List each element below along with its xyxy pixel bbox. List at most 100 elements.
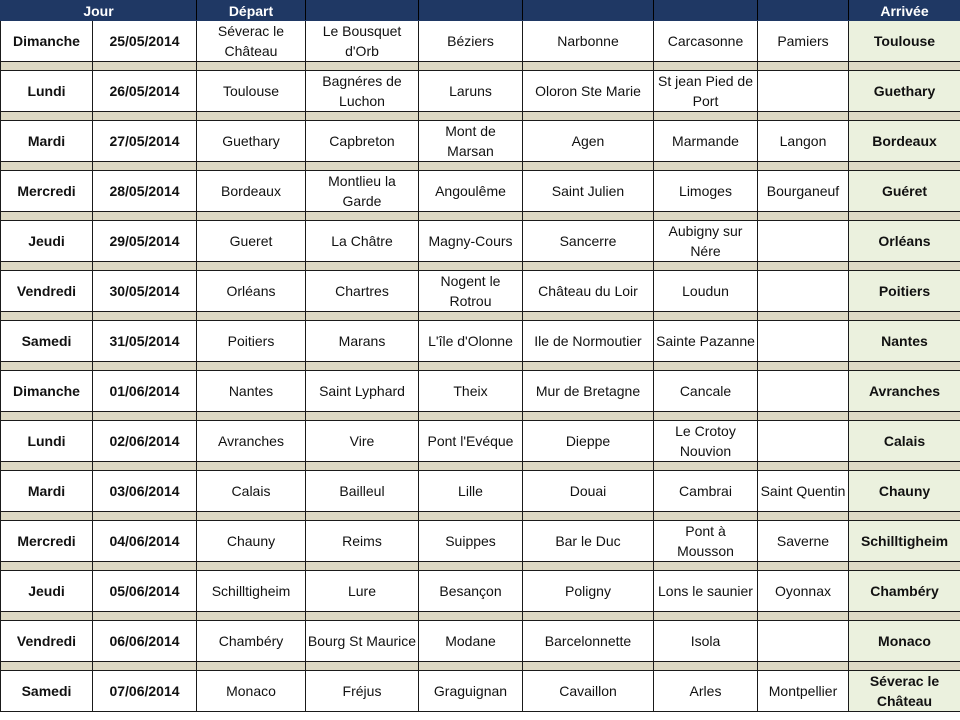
header-blank: [522, 0, 654, 21]
spacer-cell: [0, 411, 93, 421]
spacer-cell: [757, 561, 849, 571]
stop-cell: Bourg St Maurice: [305, 620, 419, 662]
departure-cell: Guethary: [196, 120, 306, 162]
spacer-cell: [418, 111, 523, 121]
spacer-cell: [522, 361, 654, 371]
spacer-row: [0, 461, 960, 471]
stop-cell: [757, 420, 849, 462]
spacer-cell: [653, 461, 758, 471]
stop-cell: [757, 270, 849, 312]
stop-cell: [757, 320, 849, 362]
stop-cell: Theix: [418, 370, 523, 412]
date-cell: 26/05/2014: [92, 70, 197, 112]
departure-cell: Toulouse: [196, 70, 306, 112]
spacer-row: [0, 511, 960, 521]
day-cell: Mercredi: [0, 170, 93, 212]
spacer-cell: [522, 161, 654, 171]
spacer-cell: [757, 211, 849, 221]
spacer-cell: [848, 661, 960, 671]
stop-cell: Montpellier: [757, 670, 849, 712]
spacer-cell: [522, 111, 654, 121]
stop-cell: Montlieu la Garde: [305, 170, 419, 212]
stop-cell: Chartres: [305, 270, 419, 312]
departure-cell: Gueret: [196, 220, 306, 262]
spacer-row: [0, 211, 960, 221]
spacer-cell: [522, 661, 654, 671]
spacer-cell: [196, 411, 306, 421]
stop-cell: Douai: [522, 470, 654, 512]
stop-cell: Carcasonne: [653, 20, 758, 62]
spacer-cell: [418, 511, 523, 521]
spacer-cell: [653, 61, 758, 71]
day-cell: Samedi: [0, 670, 93, 712]
spacer-row: [0, 611, 960, 621]
day-cell: Jeudi: [0, 220, 93, 262]
spacer-cell: [92, 411, 197, 421]
header-blank: [653, 0, 758, 21]
spacer-cell: [848, 311, 960, 321]
arrival-cell: Toulouse: [848, 20, 960, 62]
table-row: Vendredi 30/05/2014 Orléans Chartres Nogent …: [0, 270, 960, 312]
stop-cell: Lure: [305, 570, 419, 612]
stop-cell: Limoges: [653, 170, 758, 212]
spacer-cell: [653, 111, 758, 121]
spacer-cell: [757, 361, 849, 371]
table-row: Dimanche 25/05/2014 Séverac le Château Le B…: [0, 20, 960, 62]
spacer-cell: [0, 261, 93, 271]
stop-cell: Suippes: [418, 520, 523, 562]
spacer-cell: [418, 161, 523, 171]
departure-cell: Calais: [196, 470, 306, 512]
spacer-row: [0, 361, 960, 371]
table-row: Vendredi 06/06/2014 Chambéry Bourg St Mauri…: [0, 620, 960, 662]
stop-cell: Poligny: [522, 570, 654, 612]
stop-cell: Ile de Normoutier: [522, 320, 654, 362]
spacer-cell: [653, 611, 758, 621]
spacer-cell: [757, 261, 849, 271]
spacer-cell: [0, 111, 93, 121]
stop-cell: [757, 370, 849, 412]
stop-cell: Saint Quentin: [757, 470, 849, 512]
stop-cell: Bailleul: [305, 470, 419, 512]
stop-cell: L'île d'Olonne: [418, 320, 523, 362]
spacer-cell: [196, 661, 306, 671]
stop-cell: Capbreton: [305, 120, 419, 162]
departure-cell: Chambéry: [196, 620, 306, 662]
spacer-cell: [418, 361, 523, 371]
spacer-cell: [305, 461, 419, 471]
spacer-cell: [0, 161, 93, 171]
stop-cell: Bourganeuf: [757, 170, 849, 212]
spacer-cell: [848, 561, 960, 571]
arrival-cell: Chambéry: [848, 570, 960, 612]
spacer-cell: [522, 211, 654, 221]
spacer-cell: [522, 411, 654, 421]
spacer-cell: [92, 61, 197, 71]
spacer-cell: [92, 361, 197, 371]
stop-cell: Fréjus: [305, 670, 419, 712]
spacer-cell: [848, 111, 960, 121]
spacer-row: [0, 111, 960, 121]
spacer-cell: [305, 311, 419, 321]
spacer-cell: [92, 311, 197, 321]
spacer-cell: [653, 411, 758, 421]
date-cell: 06/06/2014: [92, 620, 197, 662]
arrival-cell: Schilltigheim: [848, 520, 960, 562]
stop-cell: Reims: [305, 520, 419, 562]
day-cell: Mercredi: [0, 520, 93, 562]
stop-cell: Château du Loir: [522, 270, 654, 312]
date-cell: 04/06/2014: [92, 520, 197, 562]
header-blank: [757, 0, 849, 21]
spacer-cell: [418, 661, 523, 671]
spacer-cell: [757, 111, 849, 121]
arrival-cell: Nantes: [848, 320, 960, 362]
stop-cell: Vire: [305, 420, 419, 462]
stop-cell: Narbonne: [522, 20, 654, 62]
spacer-cell: [848, 61, 960, 71]
stop-cell: Le Crotoy Nouvion: [653, 420, 758, 462]
table-row: Lundi 02/06/2014 Avranches Vire Pont l'Evéqu…: [0, 420, 960, 462]
spacer-cell: [0, 561, 93, 571]
spacer-cell: [757, 311, 849, 321]
spacer-row: [0, 261, 960, 271]
stop-cell: Arles: [653, 670, 758, 712]
spacer-cell: [196, 261, 306, 271]
